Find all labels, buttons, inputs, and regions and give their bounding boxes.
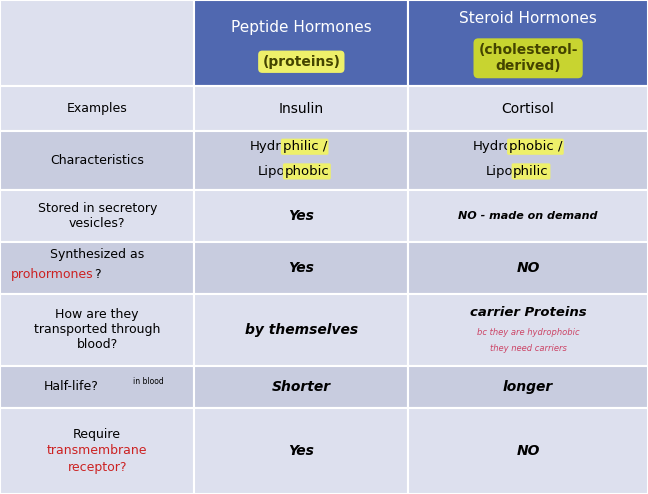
- Text: philic /: philic /: [283, 140, 327, 153]
- Text: in blood: in blood: [133, 377, 163, 386]
- Text: Examples: Examples: [67, 102, 128, 115]
- FancyBboxPatch shape: [0, 366, 194, 408]
- Text: Characteristics: Characteristics: [51, 154, 144, 167]
- Text: longer: longer: [503, 379, 553, 394]
- FancyBboxPatch shape: [408, 0, 648, 86]
- Text: Shorter: Shorter: [272, 379, 331, 394]
- Text: phobic: phobic: [284, 165, 329, 178]
- Text: Yes: Yes: [288, 444, 314, 458]
- Text: NO: NO: [516, 261, 540, 275]
- FancyBboxPatch shape: [0, 86, 194, 131]
- FancyBboxPatch shape: [408, 190, 648, 242]
- FancyBboxPatch shape: [194, 242, 408, 294]
- FancyBboxPatch shape: [0, 408, 194, 494]
- FancyBboxPatch shape: [194, 408, 408, 494]
- FancyBboxPatch shape: [0, 294, 194, 366]
- Text: How are they
transported through
blood?: How are they transported through blood?: [34, 308, 161, 351]
- Text: NO - made on demand: NO - made on demand: [458, 211, 598, 221]
- Text: transmembrane: transmembrane: [47, 444, 148, 457]
- Text: (proteins): (proteins): [262, 55, 340, 69]
- FancyBboxPatch shape: [0, 190, 194, 242]
- FancyBboxPatch shape: [194, 294, 408, 366]
- FancyBboxPatch shape: [408, 294, 648, 366]
- FancyBboxPatch shape: [194, 86, 408, 131]
- Text: philic: philic: [513, 165, 549, 178]
- Text: NO: NO: [516, 444, 540, 458]
- FancyBboxPatch shape: [408, 131, 648, 190]
- FancyBboxPatch shape: [408, 366, 648, 408]
- Text: Lipo: Lipo: [257, 165, 285, 178]
- FancyBboxPatch shape: [0, 0, 194, 86]
- Text: Half-life?: Half-life?: [44, 380, 98, 393]
- Text: Lipo: Lipo: [486, 165, 514, 178]
- Text: bc they are hydrophobic: bc they are hydrophobic: [477, 328, 579, 337]
- Text: Hydro: Hydro: [249, 140, 289, 153]
- Text: phobic /: phobic /: [509, 140, 562, 153]
- Text: (cholesterol-
derived): (cholesterol- derived): [478, 43, 578, 74]
- Text: Yes: Yes: [288, 261, 314, 275]
- Text: prohormones: prohormones: [11, 268, 94, 282]
- Text: Synthesized as: Synthesized as: [50, 247, 145, 261]
- FancyBboxPatch shape: [0, 131, 194, 190]
- FancyBboxPatch shape: [408, 242, 648, 294]
- Text: by themselves: by themselves: [245, 323, 358, 337]
- Text: Cortisol: Cortisol: [502, 102, 555, 116]
- FancyBboxPatch shape: [0, 242, 194, 294]
- FancyBboxPatch shape: [194, 366, 408, 408]
- Text: Hydro: Hydro: [473, 140, 513, 153]
- Text: Stored in secretory
vesicles?: Stored in secretory vesicles?: [38, 202, 157, 230]
- Text: they need carriers: they need carriers: [490, 344, 566, 353]
- FancyBboxPatch shape: [408, 408, 648, 494]
- FancyBboxPatch shape: [194, 0, 408, 86]
- Text: Yes: Yes: [288, 209, 314, 223]
- Text: ?: ?: [94, 268, 100, 282]
- Text: Peptide Hormones: Peptide Hormones: [231, 20, 372, 35]
- Text: Require: Require: [73, 428, 121, 441]
- FancyBboxPatch shape: [194, 131, 408, 190]
- Text: receptor?: receptor?: [67, 460, 127, 474]
- Text: carrier Proteins: carrier Proteins: [470, 306, 586, 319]
- Text: Insulin: Insulin: [279, 102, 324, 116]
- Text: Steroid Hormones: Steroid Hormones: [459, 11, 597, 26]
- FancyBboxPatch shape: [408, 86, 648, 131]
- FancyBboxPatch shape: [194, 190, 408, 242]
